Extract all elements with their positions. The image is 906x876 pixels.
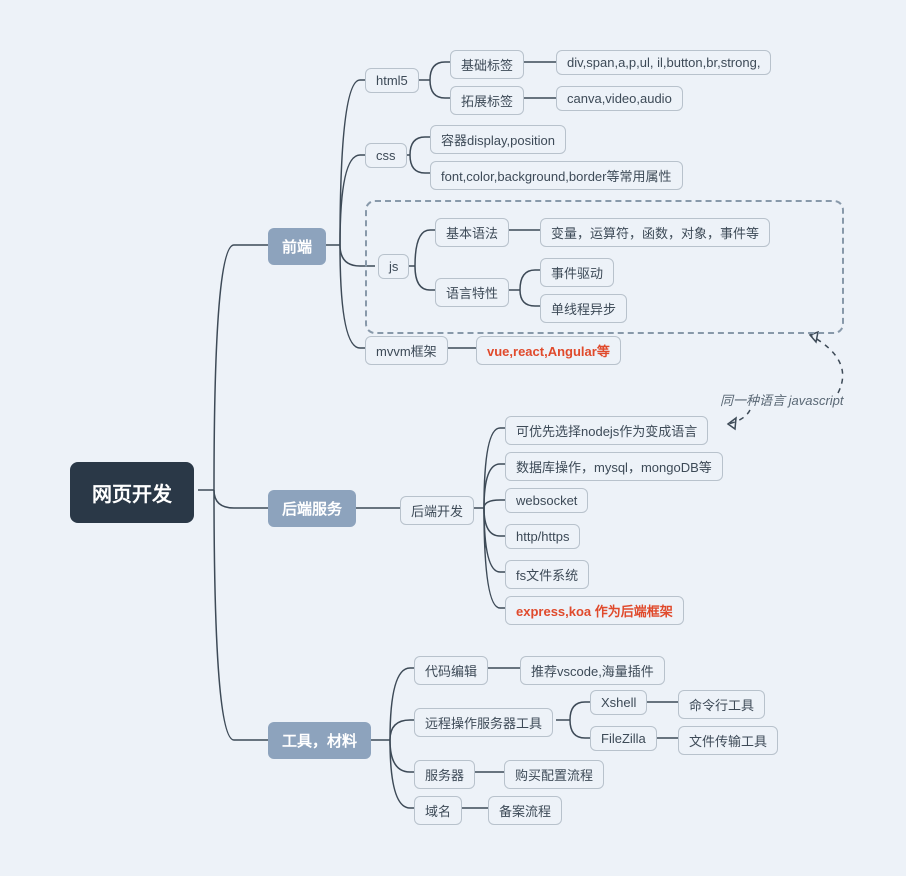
lvl1-frontend: 前端 [268, 228, 326, 265]
node-remote: 远程操作服务器工具 [414, 708, 553, 737]
node-mvvm: mvvm框架 [365, 336, 448, 365]
node-server-detail: 购买配置流程 [504, 760, 604, 789]
node-css-2: font,color,background,border等常用属性 [430, 161, 683, 190]
node-b6: express,koa 作为后端框架 [505, 596, 684, 625]
node-html5-ext: 拓展标签 [450, 86, 524, 115]
node-b3: websocket [505, 488, 588, 513]
node-html5-ext-detail: canva,video,audio [556, 86, 683, 111]
node-js-feature: 语言特性 [435, 278, 509, 307]
node-css: css [365, 143, 407, 168]
node-js-syntax: 基本语法 [435, 218, 509, 247]
root-node: 网页开发 [70, 462, 194, 523]
node-b4: http/https [505, 524, 580, 549]
node-js-syntax-detail: 变量，运算符，函数，对象，事件等 [540, 218, 770, 247]
annotation-js: 同一种语言 javascript [720, 390, 844, 409]
node-js-feature-2: 单线程异步 [540, 294, 627, 323]
node-b5: fs文件系统 [505, 560, 589, 589]
node-js-feature-1: 事件驱动 [540, 258, 614, 287]
node-css-1: 容器display,position [430, 125, 566, 154]
node-html5: html5 [365, 68, 419, 93]
node-filezilla: FileZilla [590, 726, 657, 751]
node-html5-basic-detail: div,span,a,p,ul, il,button,br,strong, [556, 50, 771, 75]
node-editor-detail: 推荐vscode,海量插件 [520, 656, 665, 685]
node-filezilla-detail: 文件传输工具 [678, 726, 778, 755]
lvl1-backend: 后端服务 [268, 490, 356, 527]
node-mvvm-detail: vue,react,Angular等 [476, 336, 621, 365]
node-js: js [378, 254, 409, 279]
node-b2: 数据库操作，mysql，mongoDB等 [505, 452, 723, 481]
node-editor: 代码编辑 [414, 656, 488, 685]
node-b1: 可优先选择nodejs作为变成语言 [505, 416, 708, 445]
node-domain: 域名 [414, 796, 462, 825]
node-xshell-detail: 命令行工具 [678, 690, 765, 719]
lvl1-tools: 工具，材料 [268, 722, 371, 759]
node-xshell: Xshell [590, 690, 647, 715]
node-domain-detail: 备案流程 [488, 796, 562, 825]
node-server: 服务器 [414, 760, 475, 789]
node-html5-basic: 基础标签 [450, 50, 524, 79]
node-backend-head: 后端开发 [400, 496, 474, 525]
